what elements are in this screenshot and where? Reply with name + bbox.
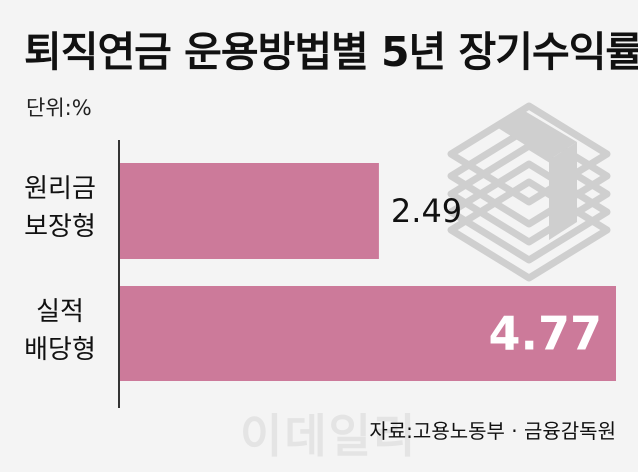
category-label-2: 실적 배당형 bbox=[24, 297, 96, 365]
chart-title: 퇴직연금 운용방법별 5년 장기수익률 bbox=[24, 28, 638, 76]
watermark: 이데일리 bbox=[240, 409, 418, 463]
category-label-1: 원리금 보장형 bbox=[24, 174, 96, 242]
bar-1 bbox=[120, 163, 379, 259]
bar-2 bbox=[120, 286, 616, 381]
source-note: 자료:고용노동부 · 금융감독원 bbox=[369, 419, 616, 443]
bars: 원리금 보장형 2.49 실적 배당형 4.77 bbox=[24, 163, 616, 381]
money-stack-icon bbox=[447, 102, 611, 282]
unit-label: 단위:% bbox=[26, 96, 92, 120]
value-label-1: 2.49 bbox=[391, 192, 462, 230]
value-label-2: 4.77 bbox=[489, 307, 603, 361]
